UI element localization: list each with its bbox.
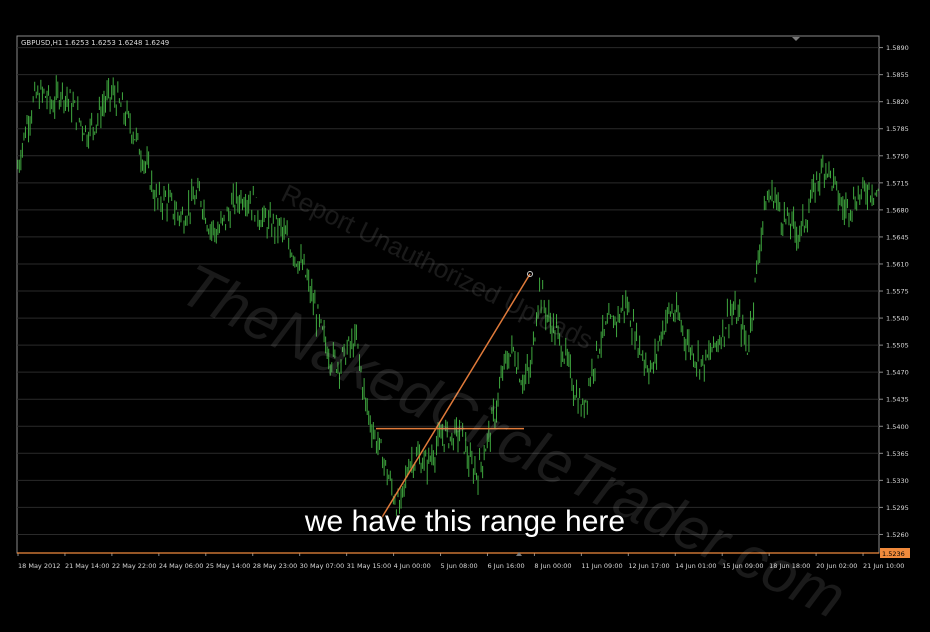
y-tick-label: 1.5295 bbox=[886, 504, 909, 512]
x-tick-label: 4 Jun 00:00 bbox=[394, 562, 431, 570]
x-tick-label: 30 May 07:00 bbox=[300, 562, 345, 570]
shift-marker-icon bbox=[792, 37, 800, 41]
x-tick-label: 8 Jun 00:00 bbox=[534, 562, 571, 570]
trendline bbox=[379, 273, 531, 521]
price-chart[interactable]: 1.5890 1.5855 1.5820 1.5785 1.5750 1.5715 1.56… bbox=[0, 0, 930, 605]
y-tick-label: 1.5365 bbox=[886, 450, 909, 458]
x-tick-label: 6 Jun 16:00 bbox=[487, 562, 524, 570]
y-tick-label: 1.5715 bbox=[886, 179, 909, 187]
y-tick-label: 1.5400 bbox=[886, 423, 909, 431]
x-tick-label: 21 Jun 10:00 bbox=[863, 562, 904, 570]
x-tick-label: 12 Jun 17:00 bbox=[628, 562, 669, 570]
current-price-tag-bg bbox=[880, 548, 910, 558]
y-tick-label: 1.5785 bbox=[886, 125, 909, 133]
x-tick-label: 20 Jun 02:00 bbox=[816, 562, 857, 570]
y-tick-label: 1.5540 bbox=[886, 315, 909, 323]
x-tick-label: 25 May 14:00 bbox=[206, 562, 251, 570]
x-tick-label: 18 Jun 18:00 bbox=[769, 562, 810, 570]
video-subtitle: we have this range here bbox=[304, 505, 626, 538]
x-tick-label: 21 May 14:00 bbox=[65, 562, 110, 570]
y-tick-label: 1.5890 bbox=[886, 44, 909, 52]
y-tick-label: 1.5855 bbox=[886, 71, 909, 79]
plot-border bbox=[16, 35, 880, 554]
trendline-handle bbox=[527, 271, 533, 278]
y-tick-label: 1.5610 bbox=[886, 260, 909, 268]
symbol-info-label: GBPUSD,H1 1.6253 1.6253 1.6248 1.6249 bbox=[21, 39, 170, 47]
y-tick-label: 1.5575 bbox=[886, 288, 909, 296]
x-tick-label: 31 May 15:00 bbox=[347, 562, 392, 570]
y-tick-label: 1.5820 bbox=[886, 98, 909, 106]
x-tick-label: 15 Jun 09:00 bbox=[722, 562, 763, 570]
y-tick-label: 1.5470 bbox=[886, 369, 909, 377]
current-price-tag: 1.5236 bbox=[882, 550, 905, 558]
x-tick-label: 18 May 2012 bbox=[18, 562, 60, 570]
x-tick-label: 14 Jun 01:00 bbox=[675, 562, 716, 570]
y-tick-label: 1.5330 bbox=[886, 477, 909, 485]
scroll-marker-icon bbox=[516, 552, 522, 556]
x-tick-label: 11 Jun 09:00 bbox=[581, 562, 622, 570]
x-tick-label: 5 Jun 08:00 bbox=[441, 562, 478, 570]
x-tick-label: 22 May 22:00 bbox=[112, 562, 157, 570]
y-tick-label: 1.5645 bbox=[886, 233, 909, 241]
y-tick-label: 1.5750 bbox=[886, 152, 909, 160]
y-tick-label: 1.5435 bbox=[886, 396, 909, 404]
y-tick-label: 1.5505 bbox=[886, 342, 909, 350]
y-tick-label: 1.5680 bbox=[886, 206, 909, 214]
y-tick-label: 1.5260 bbox=[886, 531, 909, 539]
x-tick-label: 24 May 06:00 bbox=[159, 562, 204, 570]
x-tick-label: 28 May 23:00 bbox=[253, 562, 298, 570]
